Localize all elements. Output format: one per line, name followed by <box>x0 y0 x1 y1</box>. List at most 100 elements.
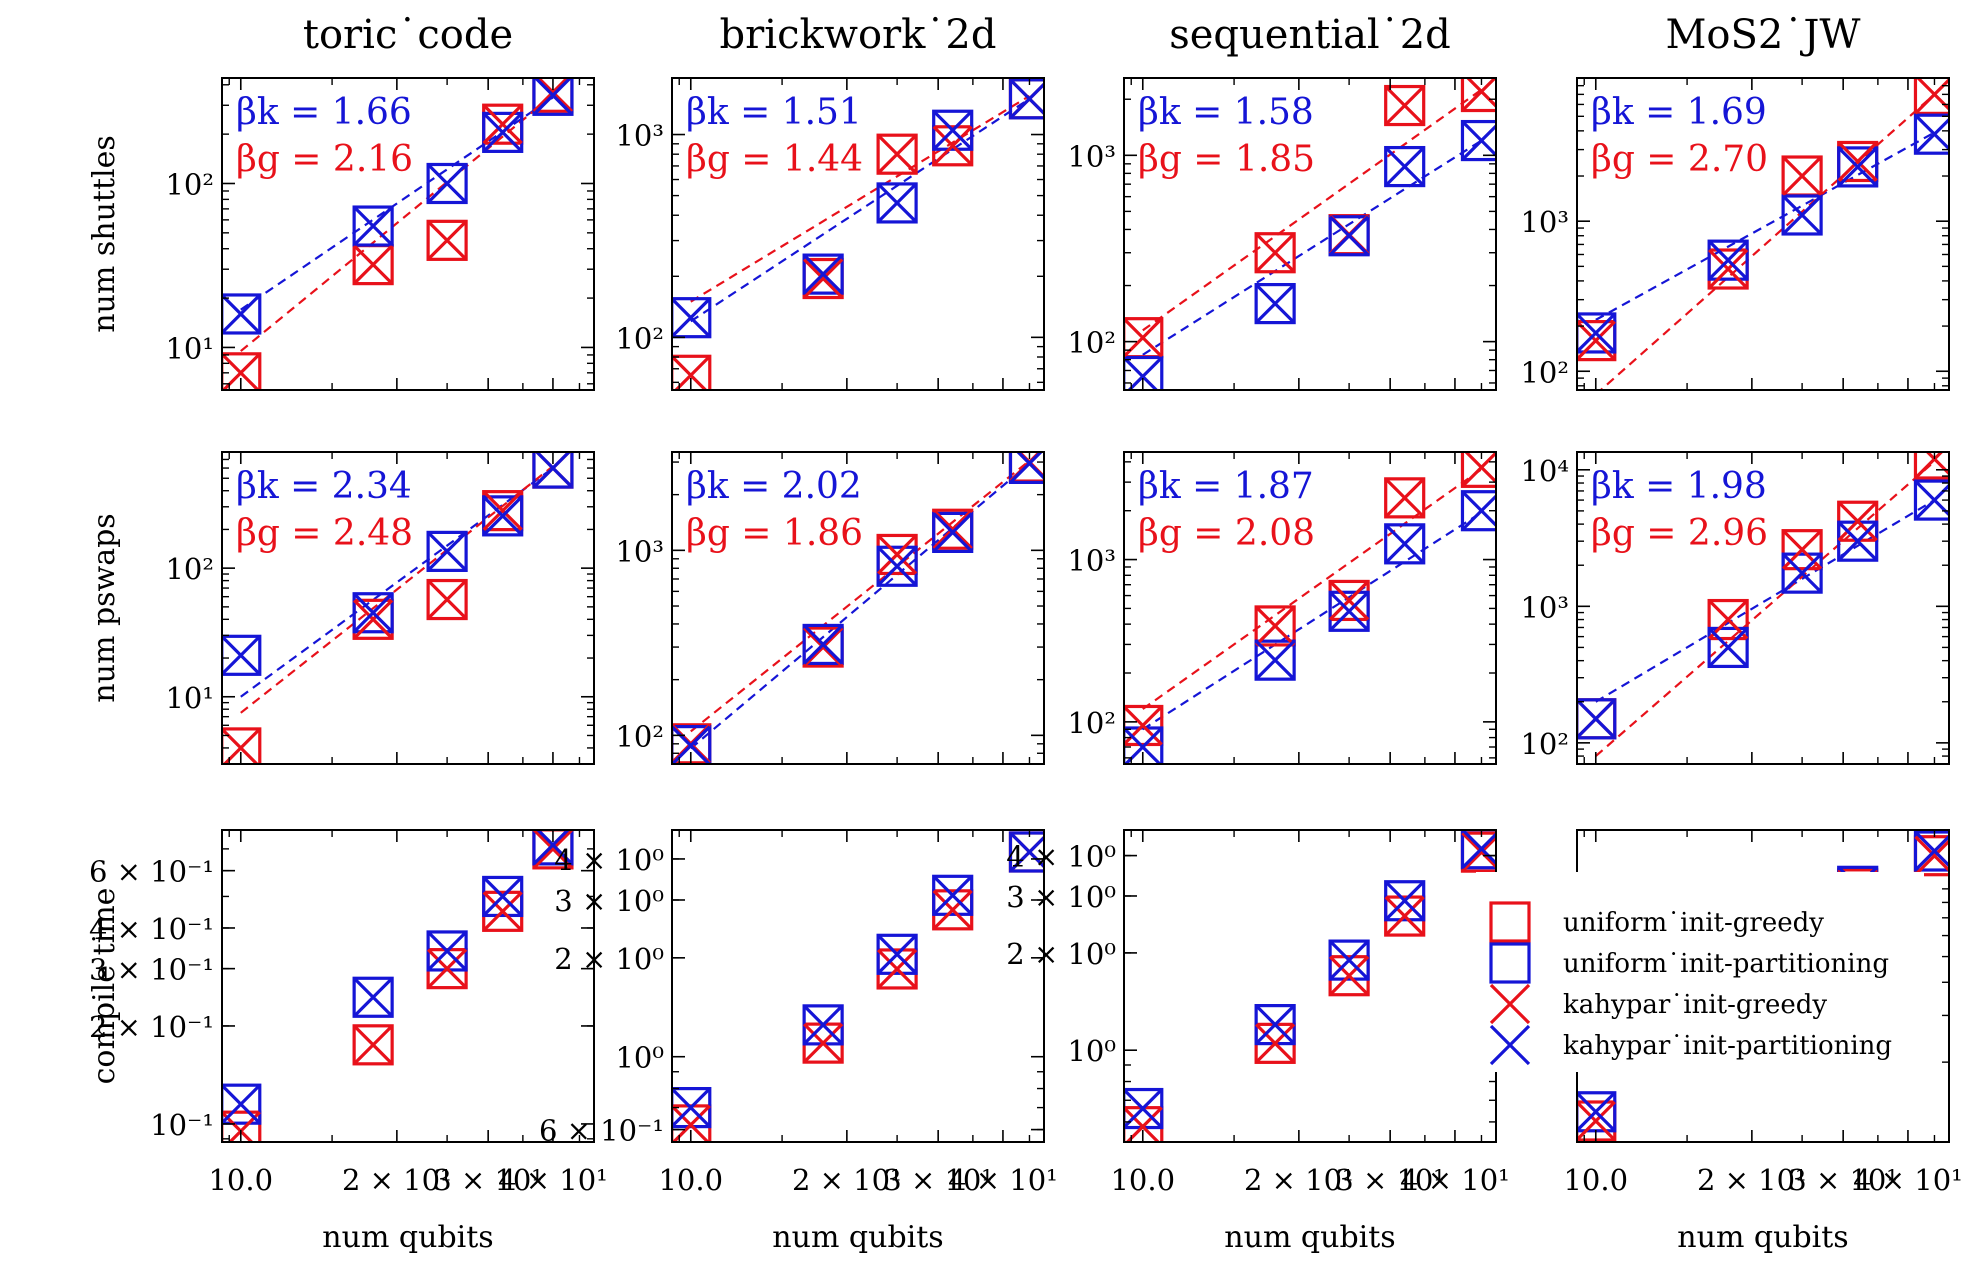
marker-x-blue <box>1914 114 1949 155</box>
plot-area <box>672 78 1044 390</box>
marker-x-red <box>1837 501 1878 542</box>
marker-square-blue <box>1913 113 1949 155</box>
marker-square-red <box>426 219 468 261</box>
marker-x-red <box>1461 831 1496 873</box>
legend-label: kahypar˙init-greedy <box>1563 990 1827 1020</box>
marker-square-blue <box>352 976 394 1018</box>
marker-x-red <box>1837 141 1878 182</box>
marker-x-red <box>482 490 523 531</box>
y-tick-label: 6 × 10⁻¹ <box>89 855 214 889</box>
marker-square-red <box>1460 452 1496 488</box>
beta-annotation: βk = 1.87 <box>1138 466 1314 507</box>
fit-line <box>690 459 1031 733</box>
panel-title: sequential˙2d <box>1169 12 1451 58</box>
marker-square-blue <box>1781 194 1823 236</box>
y-tick-label: 10² <box>1520 727 1569 761</box>
y-tick-label: 10¹ <box>165 331 214 365</box>
marker-square-blue <box>1124 355 1164 390</box>
marker-x-blue <box>1837 146 1878 188</box>
marker-x-blue <box>876 182 918 224</box>
plot-area <box>672 831 1044 1142</box>
marker-x-blue <box>932 110 973 151</box>
axes-frame <box>1123 451 1497 765</box>
marker-x-blue <box>482 876 523 917</box>
beta-annotation: βg = 1.86 <box>686 513 863 554</box>
marker-x-blue <box>876 934 918 975</box>
y-tick-label: 10² <box>1067 706 1116 740</box>
x-tick-label: 4 × 10¹ <box>948 1163 1058 1197</box>
marker-square-blue <box>1384 880 1426 922</box>
y-tick-label: 10⁰ <box>615 1041 664 1075</box>
marker-x-blue <box>1914 830 1949 872</box>
marker-square-blue <box>1707 626 1749 669</box>
y-tick-label: 3 × 10⁻¹ <box>89 953 214 987</box>
x-axis-label: num qubits <box>1677 1220 1848 1255</box>
marker-x-blue <box>222 293 261 335</box>
marker-square-blue <box>1460 830 1496 870</box>
marker-square-blue <box>876 933 918 975</box>
y-tick-label: 2 × 10⁰ <box>1006 937 1116 971</box>
marker-x-blue <box>1461 490 1496 531</box>
marker-square-blue <box>802 623 844 666</box>
marker-square-blue <box>1913 479 1949 521</box>
marker-x-red <box>876 534 918 575</box>
marker-x-blue <box>532 830 574 866</box>
axes-frame <box>671 451 1045 765</box>
panel-2-0: 10⁻¹ 2 × 10⁻¹ 3 × 10⁻¹ 4 × 10⁻¹ 6 × 10⁻¹ 10.0… <box>87 829 608 1255</box>
marker-x-blue <box>932 512 973 553</box>
marker-square-red <box>1460 78 1496 113</box>
marker-x-blue <box>353 592 394 633</box>
marker-x-red <box>1384 477 1425 518</box>
marker-square-blue <box>532 78 574 116</box>
marker-x-blue <box>1914 479 1949 521</box>
beta-annotation: βk = 1.51 <box>686 92 862 133</box>
x-tick-label: 10.0 <box>1563 1163 1628 1197</box>
marker-square-red <box>1913 78 1949 115</box>
panel-0-3: 10² 10³ βk = 1.69 βg = 2.70 MoS2˙JW <box>1520 12 1950 391</box>
plot-area <box>1124 452 1496 764</box>
marker-x-blue <box>1708 627 1749 668</box>
marker-x-blue <box>1328 215 1370 256</box>
marker-x-red <box>1384 85 1425 126</box>
marker-square-blue <box>1328 215 1370 257</box>
y-tick-label: 10¹ <box>165 681 214 715</box>
y-tick-label: 4 × 10⁰ <box>1006 840 1116 874</box>
marker-x-blue <box>1384 146 1425 187</box>
x-tick-label: 3 × 10¹ <box>1335 1163 1445 1197</box>
marker-square-blue <box>1254 282 1296 325</box>
panel-1-3: 10² 10³ 10⁴ βk = 1.98 βg = 2.96 <box>1520 451 1950 765</box>
marker-square-blue <box>876 545 918 587</box>
plot-area <box>222 78 574 390</box>
marker-x-red <box>932 125 973 166</box>
x-tick-label: 2 × 10¹ <box>342 1163 452 1197</box>
beta-annotation: βg = 2.48 <box>236 513 413 554</box>
axes-frame <box>671 829 1045 1143</box>
marker-x-red <box>222 352 261 390</box>
marker-x-blue <box>482 112 523 153</box>
legend-marker-x <box>1489 1024 1531 1066</box>
marker-square-blue <box>352 592 394 634</box>
legend-marker-square <box>1489 942 1531 984</box>
y-tick-label: 10⁴ <box>1520 454 1569 488</box>
marker-x-red <box>1781 155 1823 197</box>
marker-x-red <box>426 579 468 620</box>
marker-square-red <box>1781 529 1823 571</box>
legend-marker-square <box>1489 901 1531 943</box>
marker-x-red <box>1914 78 1949 115</box>
marker-square-blue <box>532 830 574 866</box>
marker-x-blue <box>1255 283 1296 324</box>
x-tick-label: 4 × 10¹ <box>1853 1163 1963 1197</box>
marker-x-blue <box>1124 1088 1163 1129</box>
marker-x-blue <box>1577 698 1616 739</box>
panel-title: toric˙code <box>303 12 513 58</box>
marker-square-blue <box>1124 726 1164 764</box>
y-tick-label: 10³ <box>1067 139 1116 173</box>
y-tick-label: 6 × 10⁻¹ <box>539 1114 664 1148</box>
beta-annotation: βg = 1.44 <box>686 139 863 180</box>
beta-annotation: βk = 1.66 <box>236 92 412 133</box>
marker-x-blue <box>1328 591 1370 632</box>
panel-title: MoS2˙JW <box>1665 12 1860 58</box>
x-tick-label: 10.0 <box>208 1163 273 1197</box>
marker-square-blue <box>932 511 974 554</box>
